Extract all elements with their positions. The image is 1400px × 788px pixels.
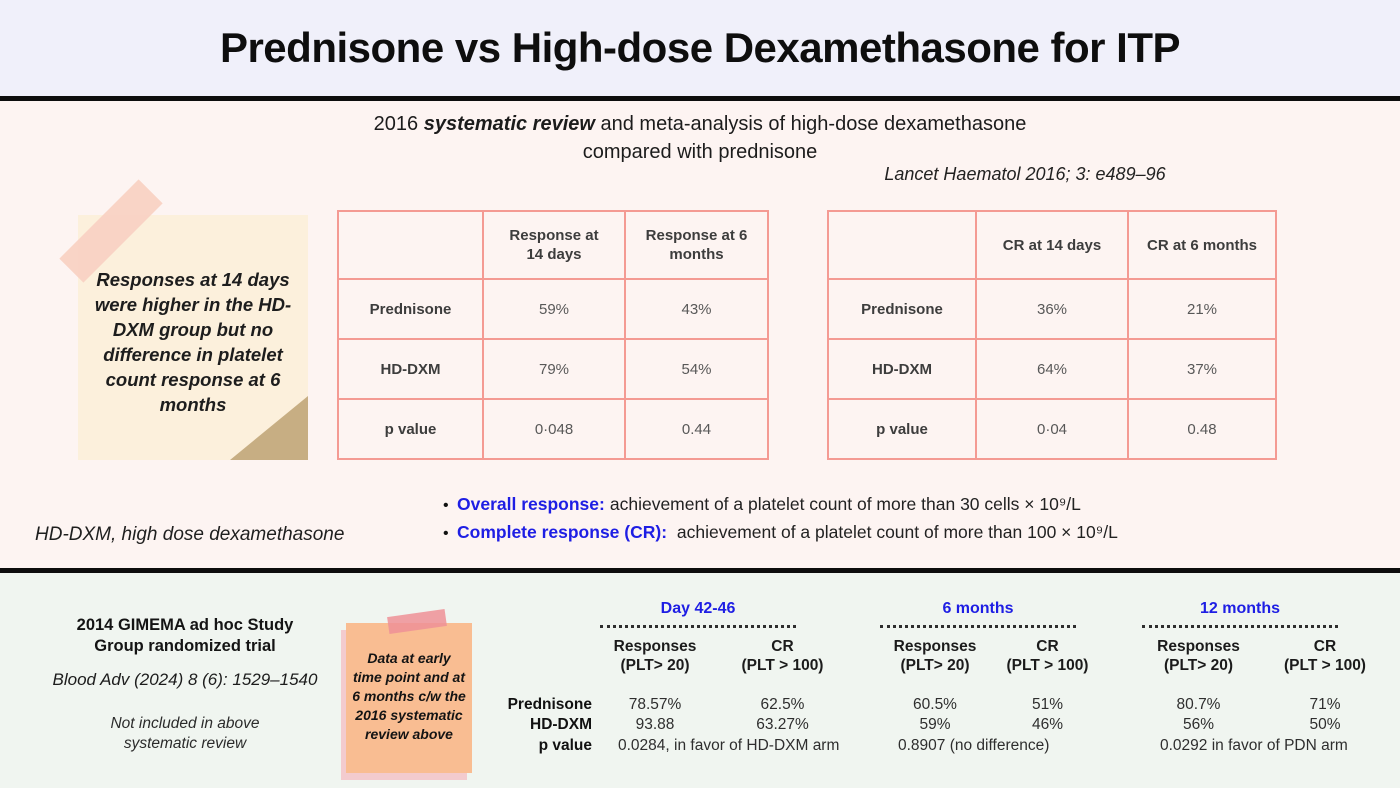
cr-table-col-header: CR at 14 days: [975, 210, 1129, 280]
row-label: Prednisone: [827, 278, 977, 340]
table-cell: 93.88: [635, 716, 675, 733]
cr-table-corner-cell: [827, 210, 977, 280]
sticky-note-trial-text: Data at early time point and at 6 months…: [352, 650, 466, 742]
bullet-icon: •: [443, 497, 449, 514]
definition-list: • Overall response: achievement of a plat…: [443, 491, 1118, 547]
dotted-divider: [880, 625, 1076, 628]
table-cell: 59%: [482, 278, 626, 340]
cr-table-col-header: CR at 6 months: [1127, 210, 1277, 280]
dotted-divider: [1142, 625, 1338, 628]
table-cell: 0.44: [624, 398, 769, 460]
table-cell: 51%: [1031, 696, 1064, 713]
table-row: HD-DXM 79% 54%: [337, 338, 769, 400]
table-cell: 80.7%: [1176, 696, 1221, 713]
page-curl-decoration: [230, 396, 308, 460]
timepoint-group: 6 months: [880, 600, 1076, 628]
table-cell: 59%: [919, 716, 951, 733]
trial-section: 2014 GIMEMA ad hoc Study Group randomize…: [0, 573, 1400, 788]
gimema-results-table: Day 42-46 6 months 12 months R: [495, 600, 1395, 757]
dotted-divider: [600, 625, 796, 628]
table-cell: 0.48: [1127, 398, 1277, 460]
definition-text: achievement of a platelet count of more …: [609, 494, 1081, 514]
col-header-cr: CR (PLT > 100): [741, 638, 824, 674]
sticky-note-review-text: Responses at 14 days were higher in the …: [94, 269, 292, 415]
table-row: p value 0·048 0.44: [337, 398, 769, 460]
row-label: p value: [538, 737, 592, 754]
row-label: p value: [337, 398, 484, 460]
definition-item: • Overall response: achievement of a plat…: [443, 491, 1118, 519]
row-label: HD-DXM: [530, 716, 592, 733]
p-value-cell: 0.0292 in favor of PDN arm: [1160, 737, 1348, 754]
table-row: HD-DXM 64% 37%: [827, 338, 1277, 400]
row-label: p value: [827, 398, 977, 460]
review-citation: Lancet Haematol 2016; 3: e489–96: [884, 164, 1166, 184]
table-cell: 60.5%: [913, 696, 957, 713]
study-info: 2014 GIMEMA ad hoc Study Group randomize…: [40, 615, 330, 754]
page-title: Prednisone vs High-dose Dexamethasone fo…: [219, 24, 1181, 71]
divider-top: [0, 96, 1400, 101]
col-header-cr: CR (PLT > 100): [1284, 638, 1366, 674]
response-table-col-header: Response at 6 months: [624, 210, 769, 280]
review-heading-line1: 2016 systematic review and meta-analysis…: [373, 113, 1027, 135]
table-cell: 0·04: [975, 398, 1129, 460]
table-row: p value 0.0284, in favor of HD-DXM arm 0…: [495, 735, 1395, 757]
table-cell: 36%: [975, 278, 1129, 340]
abbreviation-note: HD-DXM, high dose dexamethasone: [35, 524, 345, 545]
col-header-responses: Responses (PLT> 20): [1157, 638, 1240, 674]
p-value-cell: 0.0284, in favor of HD-DXM arm: [618, 737, 840, 754]
bullet-icon: •: [443, 525, 449, 542]
response-table-col-header: Response at 14 days: [482, 210, 626, 280]
definition-text: achievement of a platelet count of more …: [672, 522, 1118, 542]
table-cell: 62.5%: [760, 696, 805, 713]
review-heading: 2016 systematic review and meta-analysis…: [0, 110, 1400, 166]
timepoint-group: Day 42-46: [600, 600, 796, 628]
table-cell: 71%: [1309, 696, 1341, 713]
timepoint-title: 12 months: [1199, 600, 1280, 617]
col-header-responses: Responses (PLT> 20): [893, 638, 977, 674]
row-label: Prednisone: [507, 696, 592, 713]
table-cell: 64%: [975, 338, 1129, 400]
review-heading-emphasis: systematic review: [423, 113, 595, 135]
table-cell: 63.27%: [756, 716, 809, 733]
table-cell: 54%: [624, 338, 769, 400]
col-header-responses: Responses (PLT> 20): [613, 638, 697, 674]
study-citation: Blood Adv (2024) 8 (6): 1529–1540: [52, 670, 318, 689]
study-title: 2014 GIMEMA ad hoc Study Group randomize…: [76, 616, 294, 655]
timepoint-title: Day 42-46: [660, 600, 736, 617]
table-row: Prednisone 78.57% 62.5% 60.5% 51% 80.7% …: [495, 695, 1395, 715]
table-cell: 50%: [1309, 716, 1341, 733]
p-value-cell: 0.8907 (no difference): [898, 737, 1050, 754]
study-note: Not included in above systematic review: [110, 715, 260, 752]
table-cell: 43%: [624, 278, 769, 340]
table-cell: 0·048: [482, 398, 626, 460]
col-header-cr: CR (PLT > 100): [1006, 638, 1089, 674]
definition-item: • Complete response (CR): achievement of…: [443, 519, 1118, 547]
definition-term: Overall response:: [457, 494, 605, 514]
table-row: Prednisone 36% 21%: [827, 278, 1277, 340]
table-row: HD-DXM 93.88 63.27% 59% 46% 56% 50%: [495, 715, 1395, 735]
table-cell: 37%: [1127, 338, 1277, 400]
table-cell: 46%: [1031, 716, 1064, 733]
row-label: HD-DXM: [827, 338, 977, 400]
table-cell: 79%: [482, 338, 626, 400]
timepoint-group: 12 months: [1142, 600, 1338, 628]
timepoint-title: 6 months: [942, 600, 1014, 617]
divider-bottom: [0, 568, 1400, 573]
table-cell: 78.57%: [628, 696, 682, 713]
row-label: Prednisone: [337, 278, 484, 340]
sticky-note-trial: Data at early time point and at 6 months…: [346, 623, 472, 773]
sticky-note-review: Responses at 14 days were higher in the …: [78, 215, 308, 460]
table-cell: 56%: [1182, 716, 1215, 733]
definition-term: Complete response (CR):: [457, 522, 668, 542]
row-label: HD-DXM: [337, 338, 484, 400]
table-row: p value 0·04 0.48: [827, 398, 1277, 460]
review-heading-line2: compared with prednisone: [582, 141, 818, 163]
response-table: Response at 14 days Response at 6 months…: [337, 210, 769, 460]
cr-table: CR at 14 days CR at 6 months Prednisone …: [827, 210, 1277, 460]
table-cell: 21%: [1127, 278, 1277, 340]
review-section: 2016 systematic review and meta-analysis…: [0, 101, 1400, 568]
title-band: Prednisone vs High-dose Dexamethasone fo…: [0, 0, 1400, 96]
table-row: Prednisone 59% 43%: [337, 278, 769, 340]
response-table-corner-cell: [337, 210, 484, 280]
